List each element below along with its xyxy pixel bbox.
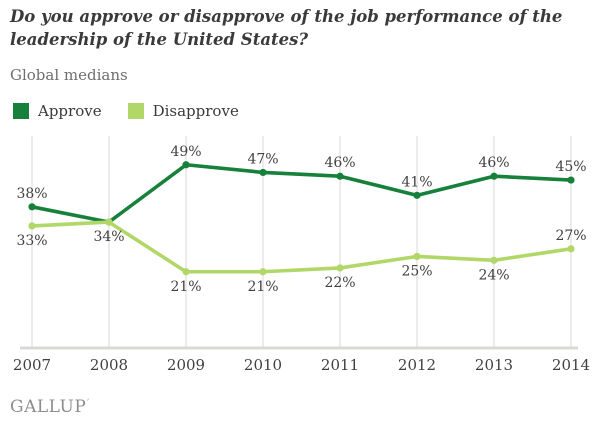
- data-point-disapprove: [182, 268, 190, 276]
- series-line-disapprove: [31, 220, 572, 274]
- data-point-approve: [567, 176, 575, 184]
- data-point-disapprove: [28, 222, 36, 230]
- chart-subtitle: Global medians: [10, 66, 128, 84]
- data-label-disapprove: 27%: [555, 228, 586, 244]
- data-label-approve: 46%: [478, 155, 509, 171]
- trademark-mark: ʼ: [86, 398, 90, 409]
- data-label-disapprove: 24%: [478, 267, 509, 283]
- x-tick-label: 2009: [167, 356, 205, 374]
- data-label-approve: 46%: [324, 155, 355, 171]
- data-label-approve: 41%: [401, 174, 432, 190]
- legend-label-approve: Approve: [38, 102, 102, 120]
- data-point-approve: [336, 172, 344, 180]
- data-label-disapprove: 25%: [401, 263, 432, 279]
- data-point-disapprove: [336, 264, 344, 272]
- data-point-approve: [413, 191, 421, 199]
- x-tick-label: 2011: [321, 356, 359, 374]
- legend: Approve Disapprove: [13, 102, 239, 120]
- data-label-approve: 49%: [170, 144, 201, 160]
- data-label-approve: 38%: [16, 186, 47, 202]
- legend-item-approve: Approve: [13, 102, 102, 120]
- data-point-disapprove: [259, 268, 267, 276]
- gallup-logo: GALLUPʼ: [10, 397, 90, 417]
- data-label-approve: 47%: [247, 151, 278, 167]
- data-point-disapprove: [490, 256, 498, 264]
- data-label-disapprove: 21%: [170, 279, 201, 295]
- x-tick-label: 2013: [475, 356, 513, 374]
- data-point-disapprove: [413, 252, 421, 261]
- x-tick-label: 2014: [552, 356, 590, 374]
- legend-swatch-approve: [13, 103, 29, 119]
- data-label-disapprove: 34%: [93, 229, 124, 245]
- data-label-disapprove: 21%: [247, 279, 278, 295]
- data-label-approve: 45%: [555, 159, 586, 175]
- legend-label-disapprove: Disapprove: [152, 102, 239, 120]
- x-tick-label: 2012: [398, 356, 436, 374]
- data-point-approve: [259, 168, 267, 177]
- series-line-approve: [31, 162, 572, 224]
- x-tick-label: 2007: [13, 356, 51, 374]
- data-point-approve: [182, 161, 190, 169]
- chart-title: Do you approve or disapprove of the job …: [10, 7, 563, 50]
- data-label-disapprove: 33%: [16, 233, 47, 249]
- x-tick-label: 2010: [244, 356, 282, 374]
- legend-swatch-disapprove: [127, 103, 144, 119]
- data-point-disapprove: [567, 245, 575, 253]
- data-point-approve: [28, 203, 36, 211]
- legend-item-disapprove: Disapprove: [127, 102, 239, 120]
- x-tick-label: 2008: [90, 356, 128, 374]
- data-point-approve: [490, 172, 498, 180]
- data-point-disapprove: [105, 218, 113, 226]
- data-label-disapprove: 22%: [324, 275, 355, 291]
- gallup-logo-text: GALLUP: [10, 397, 87, 417]
